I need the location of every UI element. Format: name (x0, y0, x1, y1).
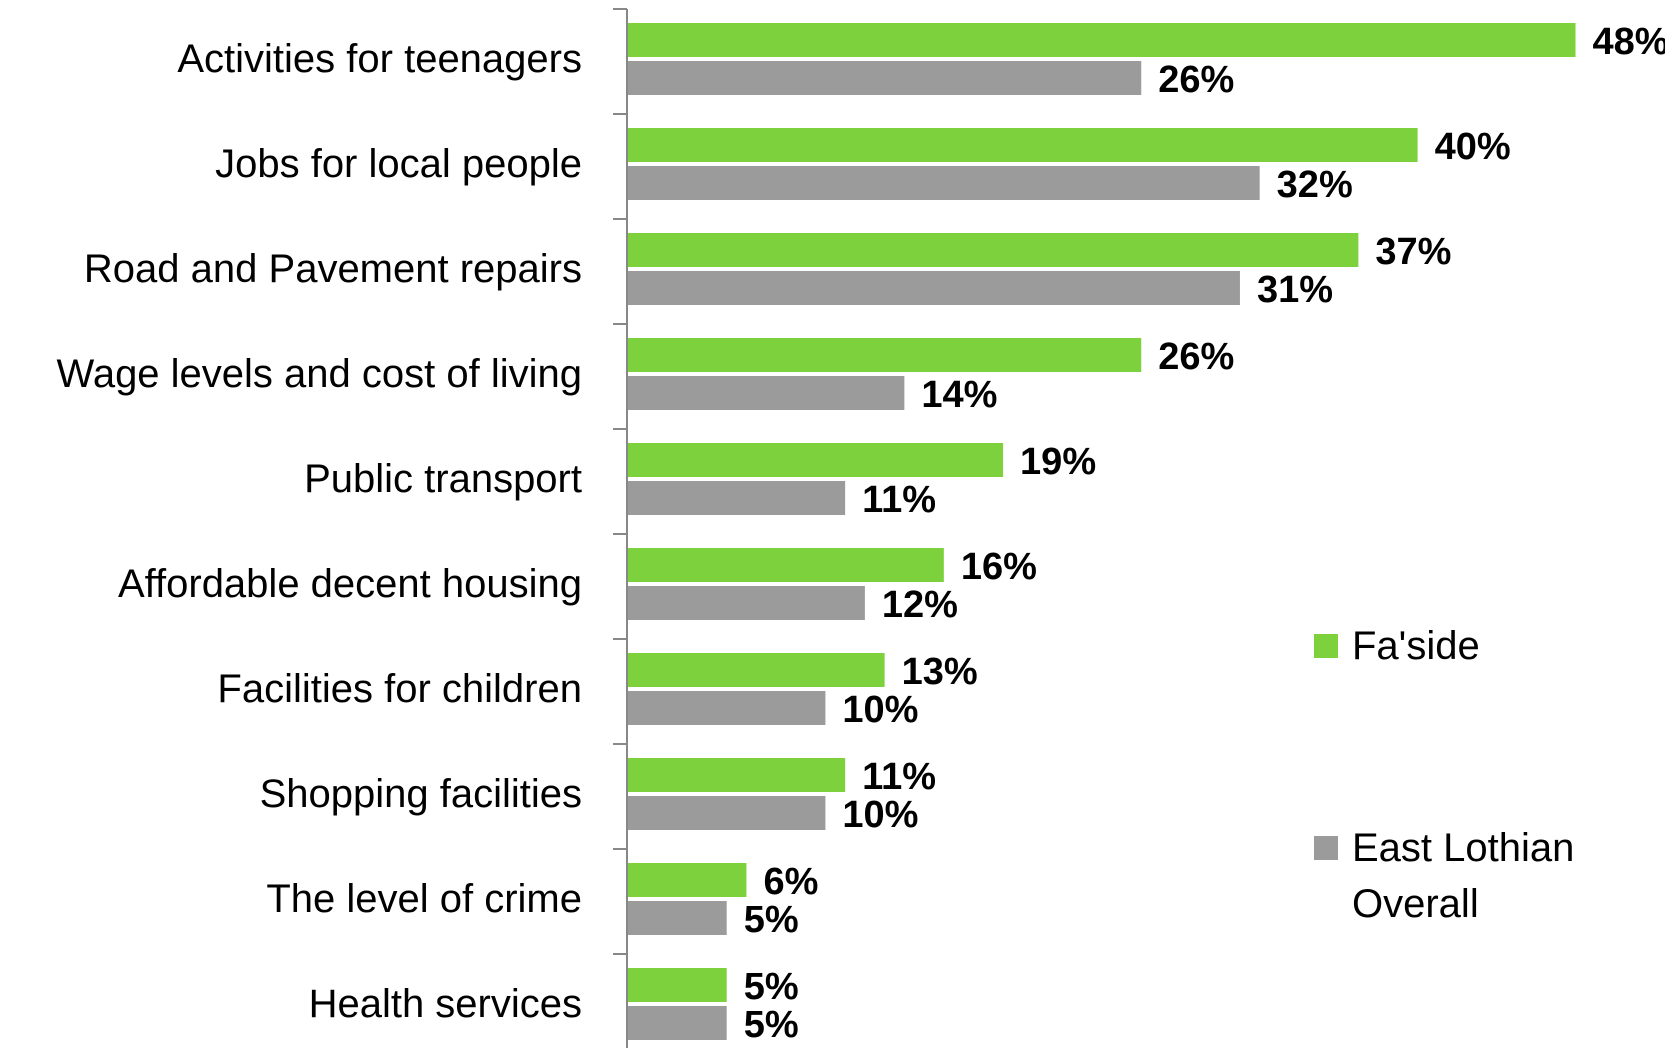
bar (628, 796, 826, 830)
legend-swatch (1314, 836, 1338, 860)
bar (628, 548, 944, 582)
value-label: 19% (1020, 441, 1096, 483)
bar (628, 443, 1004, 477)
category-label: Facilities for children (217, 667, 582, 711)
category-label: The level of crime (266, 877, 582, 921)
bar (628, 61, 1142, 95)
value-label: 40% (1435, 126, 1511, 168)
legend-item: Fa'side (1314, 618, 1594, 674)
value-label: 5% (744, 1004, 799, 1046)
bar (628, 691, 826, 725)
value-label: 10% (842, 794, 918, 836)
value-label: 37% (1375, 231, 1451, 273)
value-label: 10% (842, 689, 918, 731)
value-label: 11% (862, 479, 936, 521)
bar (628, 586, 865, 620)
category-label: Shopping facilities (260, 772, 582, 816)
value-label: 5% (744, 899, 799, 941)
bar (628, 233, 1359, 267)
value-label: 32% (1277, 164, 1353, 206)
value-label: 13% (902, 651, 978, 693)
bar (628, 968, 727, 1002)
value-label: 16% (961, 546, 1037, 588)
value-label: 14% (921, 374, 997, 416)
bar (628, 128, 1418, 162)
legend-label: East Lothian Overall (1352, 826, 1575, 926)
category-label: Wage levels and cost of living (57, 352, 582, 396)
category-label: Activities for teenagers (177, 37, 582, 81)
bar (628, 481, 846, 515)
bar (628, 271, 1240, 305)
bar (628, 758, 846, 792)
legend-swatch (1314, 634, 1338, 658)
value-label: 5% (744, 966, 799, 1008)
category-label: Road and Pavement repairs (84, 247, 582, 291)
bar (628, 338, 1142, 372)
value-label: 12% (882, 584, 958, 626)
legend-item: East Lothian Overall (1314, 820, 1594, 932)
category-label: Health services (309, 982, 582, 1026)
legend-label: Fa'side (1352, 624, 1480, 668)
category-label: Affordable decent housing (118, 562, 582, 606)
bar (628, 901, 727, 935)
category-label: Jobs for local people (215, 142, 582, 186)
bar (628, 166, 1260, 200)
value-label: 48% (1593, 21, 1665, 63)
value-label: 6% (763, 861, 818, 903)
value-label: 11% (862, 756, 936, 798)
bar (628, 1006, 727, 1040)
value-label: 26% (1158, 59, 1234, 101)
bar (628, 863, 747, 897)
bar (628, 376, 905, 410)
category-label: Public transport (304, 457, 582, 501)
bar (628, 23, 1576, 57)
bar (628, 653, 885, 687)
value-label: 31% (1257, 269, 1333, 311)
value-label: 26% (1158, 336, 1234, 378)
